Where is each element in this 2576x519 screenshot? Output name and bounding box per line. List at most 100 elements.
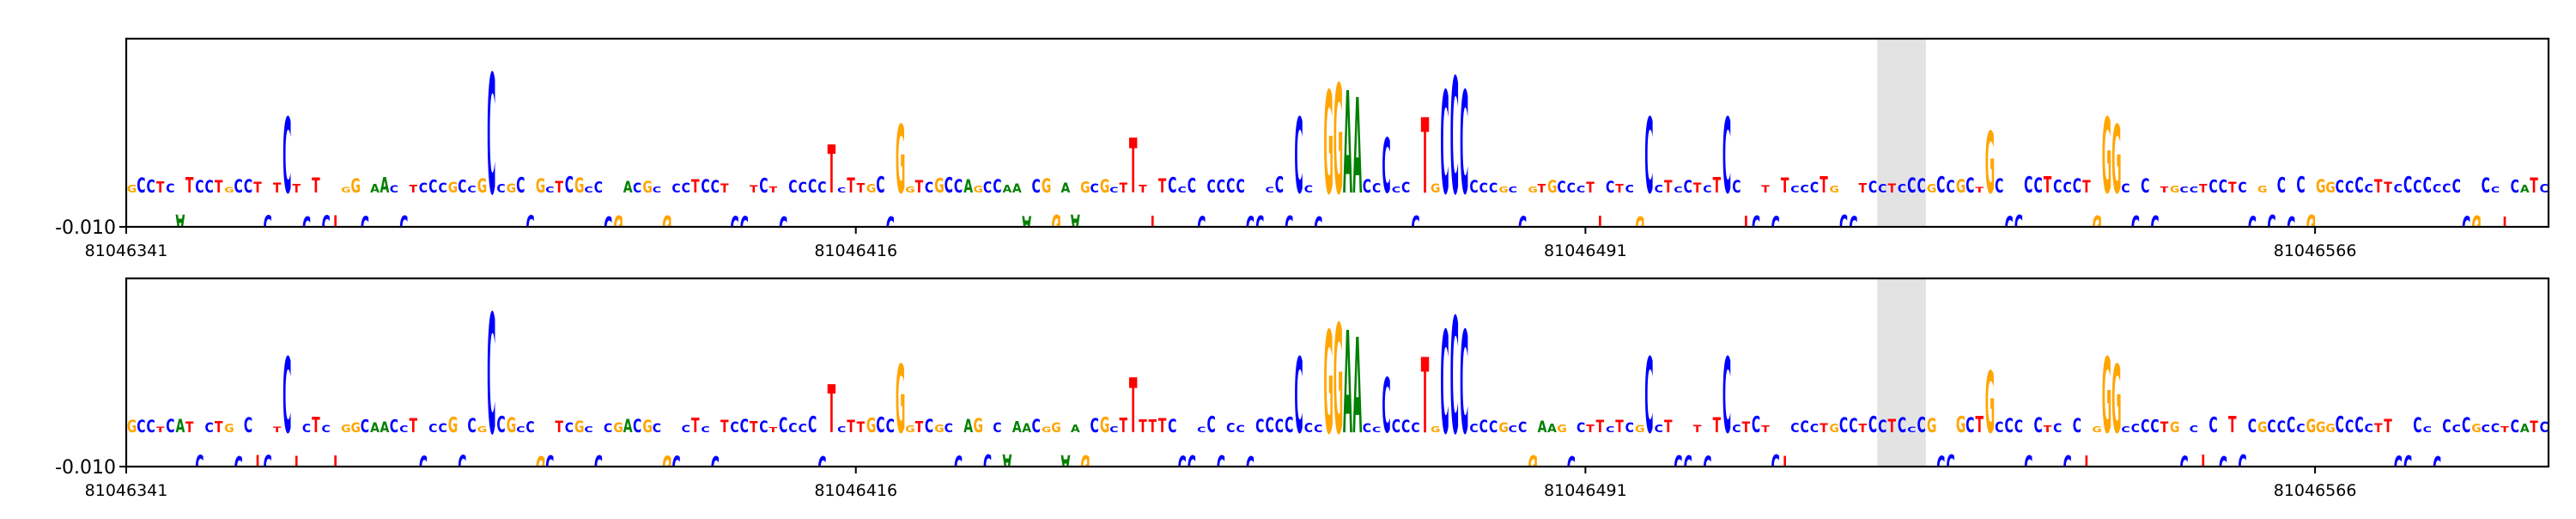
logo-letter-c: C [487,40,495,231]
logo-letter-t: T [720,182,729,196]
highlight-band [1877,278,1926,467]
logo-letter-a: A [963,176,973,198]
logo-letter-c: C [701,176,709,198]
logo-letter-g: G [866,413,876,437]
logo-letter-a: A [1061,180,1071,196]
logo-letter-c: C [1469,424,1478,436]
logo-letter-c: C [1197,425,1206,435]
logo-letter-c: C [1246,208,1255,246]
logo-letter-c: C [633,180,641,196]
logo-letter-c: C [1489,181,1498,197]
logo-letter-t: T [555,177,563,197]
x-tick-label: 81046566 [2274,241,2357,260]
logo-letter-c: C [1771,208,1780,246]
logo-letter-c: C [1703,184,1711,195]
logo-letter-t: T [1586,180,1595,196]
logo-letter-g: G [1528,448,1537,485]
logo-letter-c: C [1907,174,1916,198]
logo-letter-g: G [642,178,652,197]
logo-letter-a: A [623,416,634,437]
logo-letter-c: C [2141,176,2149,198]
logo-letter-g: G [507,413,516,437]
logo-letter-c: C [1839,413,1848,437]
logo-letter-c: C [2345,178,2354,197]
logo-letter-g: G [2325,180,2335,196]
logo-letter-c: C [2208,412,2217,438]
logo-letter-g: G [350,419,360,436]
logo-letter-c: C [1644,99,1653,218]
logo-letter-g: G [2316,176,2325,198]
logo-letter-c: C [2345,418,2354,437]
logo-letter-c: C [1518,208,1527,246]
logo-letter-c: C [147,178,155,198]
logo-letter-g: G [2111,347,2121,455]
logo-letter-c: C [2462,208,2470,246]
logo-letter-c: C [983,178,992,196]
logo-letter-c: C [2267,207,2275,242]
logo-letter-c: C [925,180,933,196]
x-tick-label: 81046566 [2274,481,2357,500]
logo-letter-c: C [2219,449,2227,487]
logo-letter-c: C [2073,416,2081,437]
logo-letter-c: C [1109,186,1118,195]
logo-letter-t: T [1148,418,1157,437]
logo-letter-c: C [1032,176,1041,198]
logo-letter-c: C [594,179,603,197]
logo-letter-c: C [283,99,291,218]
logo-letter-c: C [1946,447,1954,482]
logo-letter-t: T [2384,180,2392,197]
logo-letter-t: T [1693,424,1702,435]
logo-letter-c: C [779,209,787,247]
logo-letter-c: C [2024,173,2032,198]
logo-letter-t: T [156,178,165,196]
logo-letter-t: T [156,425,165,434]
logo-letter-c: C [166,416,174,437]
logo-letter-c: C [1382,363,1390,450]
logo-letter-c: C [302,209,311,247]
logo-letter-g: G [2170,418,2179,437]
logo-letter-c: C [759,418,768,436]
logo-letter-c: C [390,418,398,437]
logo-letter-g: G [905,424,914,435]
logo-letter-t: T [409,184,417,196]
plot-frame [125,37,2550,229]
logo-letter-c: C [1898,182,1906,196]
logo-letter-c: C [2394,184,2403,196]
logo-letter-c: C [526,207,534,242]
logo-letter-c: C [1469,178,1478,198]
plot-frame [125,277,2550,468]
logo-letter-t: T [273,180,282,196]
logo-letter-t: T [915,418,924,436]
logo-letter-t: T [1664,178,1673,198]
logo-letter-c: C [1577,185,1585,195]
logo-letter-c: C [321,424,330,436]
logo-letter-t: T [1888,416,1897,437]
logo-letter-c: C [137,174,145,198]
logo-letter-c: C [1091,416,1099,437]
logo-letter-g: G [1100,176,1109,198]
logo-letter-c: C [886,416,895,437]
logo-letter-c: C [195,177,204,197]
logo-letter-c: C [1440,302,1449,466]
logo-letter-c: C [195,447,204,482]
logo-letter-g: G [448,180,458,197]
logo-letter-t: T [847,174,855,198]
logo-letter-t: T [750,184,758,195]
logo-letter-c: C [983,447,992,482]
logo-letter-t: T [1742,208,1751,246]
logo-letter-g: G [127,417,137,437]
logo-letter-c: C [788,421,797,437]
logo-letter-g: G [1528,185,1537,194]
logo-letter-c: C [730,208,738,246]
logo-letter-c: C [1304,422,1313,436]
logo-letter-t: T [215,418,223,437]
logo-letter-c: C [1401,418,1410,437]
y-tick-label: -0.010 [55,217,116,239]
logo-letter-t: T [312,412,320,438]
logo-letter-t: T [769,425,778,434]
logo-letter-c: C [526,418,534,437]
logo-letter-c: C [2540,418,2549,437]
logo-letter-c: C [1868,178,1877,196]
